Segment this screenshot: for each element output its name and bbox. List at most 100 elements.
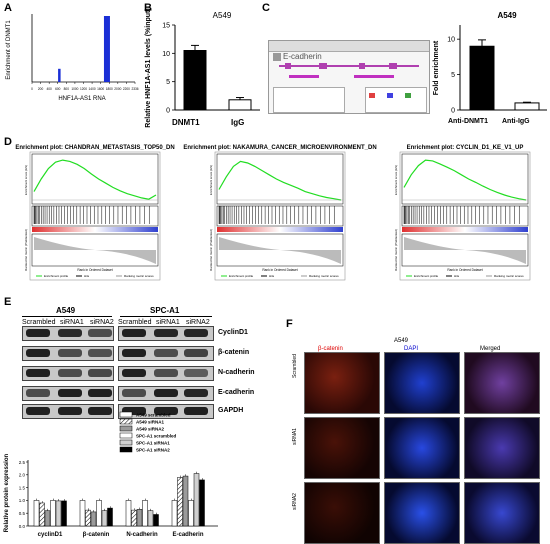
- bar-SPC-A1 siRNA1: [193, 473, 200, 527]
- panel-e-label: E: [4, 296, 12, 308]
- panel-a-xtick: 2000: [114, 87, 121, 91]
- ytick-label: 10: [162, 51, 170, 58]
- gsea-legend-item: Enrichment profile: [229, 274, 254, 278]
- bar-A549 scrambled: [125, 500, 132, 527]
- panel-a-xtick: 1000: [71, 87, 78, 91]
- panel-b-cat-dnmt1: DNMT1: [172, 118, 200, 127]
- gsea-plot-2: Enrichment plot: NAKAMURA_CANCER_MICROEN…: [183, 145, 377, 281]
- micrograph: [464, 482, 540, 544]
- gsea-xlabel: Rank in Ordered Dataset: [262, 268, 297, 272]
- legend-swatch: [119, 432, 133, 439]
- blot-band: [88, 329, 112, 337]
- bar-SPC-A1 scrambled: [96, 500, 102, 527]
- rank-gradient: [32, 227, 158, 232]
- micrograph: [384, 482, 460, 544]
- blot-band: [58, 407, 82, 415]
- bar-SPC-A1 siRNA1: [101, 510, 108, 527]
- micrograph: [304, 482, 380, 544]
- legend-label: A549 siRNA2: [136, 427, 165, 432]
- blot-band: [154, 329, 178, 337]
- ytick-label: 1.5: [19, 485, 26, 490]
- bar-A549 siRNA2: [136, 509, 143, 527]
- blot-band: [58, 369, 82, 377]
- gsea-title: Enrichment plot: CYCLIN_D1_KE_V1_UP: [407, 145, 524, 151]
- blot-protein-label: β-catenin: [218, 349, 250, 356]
- panel-f-title: A549: [394, 338, 409, 344]
- panel-c-ylabel: Fold enrichment: [433, 40, 440, 95]
- ytick-label: 0.5: [19, 511, 26, 516]
- blot-band: [26, 329, 50, 337]
- panel-a-xtick: 600: [55, 87, 61, 91]
- lane-5: siRNA1: [156, 319, 180, 326]
- bar-SPC-A1 siRNA2: [153, 514, 159, 527]
- blot-band: [58, 349, 82, 357]
- gsea-xlabel: Rank in Ordered Dataset: [77, 268, 112, 272]
- ytick-label: 0: [451, 108, 455, 115]
- blot-group-spca1: SPC-A1: [150, 306, 180, 315]
- gsea-title: Enrichment plot: CHANDRAN_METASTASIS_TOP…: [15, 145, 174, 151]
- panel-a-ylabel: Enrichment of DNMT1: [6, 20, 12, 80]
- bar-SPC-A1 siRNA2: [61, 500, 67, 527]
- bar-A549 scrambled: [79, 500, 86, 527]
- bar-SPC-A1 siRNA1: [55, 500, 62, 527]
- ytick-label: 10: [447, 37, 455, 44]
- blot-band: [26, 349, 50, 357]
- blot-band: [184, 369, 208, 377]
- ranking-metric-area: [219, 237, 341, 264]
- panel-e-ylabel: Relative protein expression: [4, 453, 10, 532]
- blot-band: [154, 349, 178, 357]
- panel-a-xtick: 1200: [80, 87, 87, 91]
- blot-band: [184, 389, 208, 397]
- micrograph: [304, 352, 380, 414]
- gsea-plot-3: Enrichment plot: CYCLIN_D1_KE_V1_UP Enric…: [394, 145, 531, 281]
- bar-A549 siRNA1: [131, 509, 137, 527]
- legend-swatch: [119, 411, 133, 418]
- panel-a-xtick: 1600: [97, 87, 104, 91]
- blot-protein-label: N-cadherin: [218, 369, 255, 376]
- panel-f-row-sirna1: siRNA1: [292, 428, 298, 445]
- gsea-legend-item: Enrichment profile: [414, 274, 439, 278]
- ytick-label: 0.0: [19, 524, 26, 529]
- blot-band: [184, 329, 208, 337]
- blot-protein-label: E-cadherin: [218, 389, 255, 396]
- genome-browser-view: E-cadherin: [268, 40, 430, 114]
- bar-A549 siRNA1: [85, 509, 91, 527]
- blot-protein-label: CyclinD1: [218, 329, 248, 336]
- panel-a-bar: [103, 16, 110, 82]
- panel-f-col-catenin: β-catenin: [318, 346, 343, 352]
- bar-A549 siRNA2: [44, 510, 51, 527]
- blot-band: [184, 407, 208, 415]
- ytick-label: 2.5: [19, 460, 26, 465]
- blot-band: [122, 329, 146, 337]
- gsea-ylabel-bottom: Ranked list metric (PreRanked): [394, 229, 398, 271]
- panel-a-xtick: 0: [31, 87, 33, 91]
- legend-label: A549 scrambled: [136, 413, 171, 418]
- panel-c-cat-dnmt1: Anti-DNMT1: [448, 118, 489, 125]
- blot-band: [154, 369, 178, 377]
- gsea-ylabel-bottom: Ranked list metric (PreRanked): [24, 229, 28, 271]
- legend-label: SPC-A1 siRNA2: [136, 448, 170, 453]
- blot-band: [122, 349, 146, 357]
- lane-3: siRNA2: [90, 319, 114, 326]
- blot-protein-label: GAPDH: [218, 407, 244, 414]
- panel-a-xtick: 200: [38, 87, 44, 91]
- panel-b-ylabel: Relative HNF1A-AS1 levels (%input): [145, 8, 152, 127]
- bar-A549 siRNA2: [90, 511, 97, 527]
- ytick-label: 2.0: [19, 473, 26, 478]
- lane-6: siRNA2: [186, 319, 210, 326]
- panel-a-bar: [58, 68, 61, 82]
- legend-swatch: [119, 418, 133, 425]
- gsea-xlabel: Rank in Ordered Dataset: [447, 268, 482, 272]
- gsea-ylabel-top: Enrichment score (ES): [24, 165, 28, 195]
- panel-a-xtick: 2336: [131, 87, 138, 91]
- genome-gene-name: E-cadherin: [283, 52, 322, 61]
- category-label: N-cadherin: [126, 532, 158, 538]
- bar-A549 scrambled: [171, 500, 178, 527]
- gsea-legend-item: Hits: [454, 274, 460, 278]
- gsea-plot-1: Enrichment plot: CHANDRAN_METASTASIS_TOP…: [15, 145, 175, 281]
- panel-b-chart: A549 0 5 10 15 Relative HNF1A-AS1 levels (%…: [145, 8, 260, 128]
- blot-band: [154, 407, 178, 415]
- ytick-label: 5: [166, 79, 170, 86]
- panel-c-cat-igg: Anti-IgG: [502, 118, 530, 125]
- legend-swatch: [119, 425, 133, 432]
